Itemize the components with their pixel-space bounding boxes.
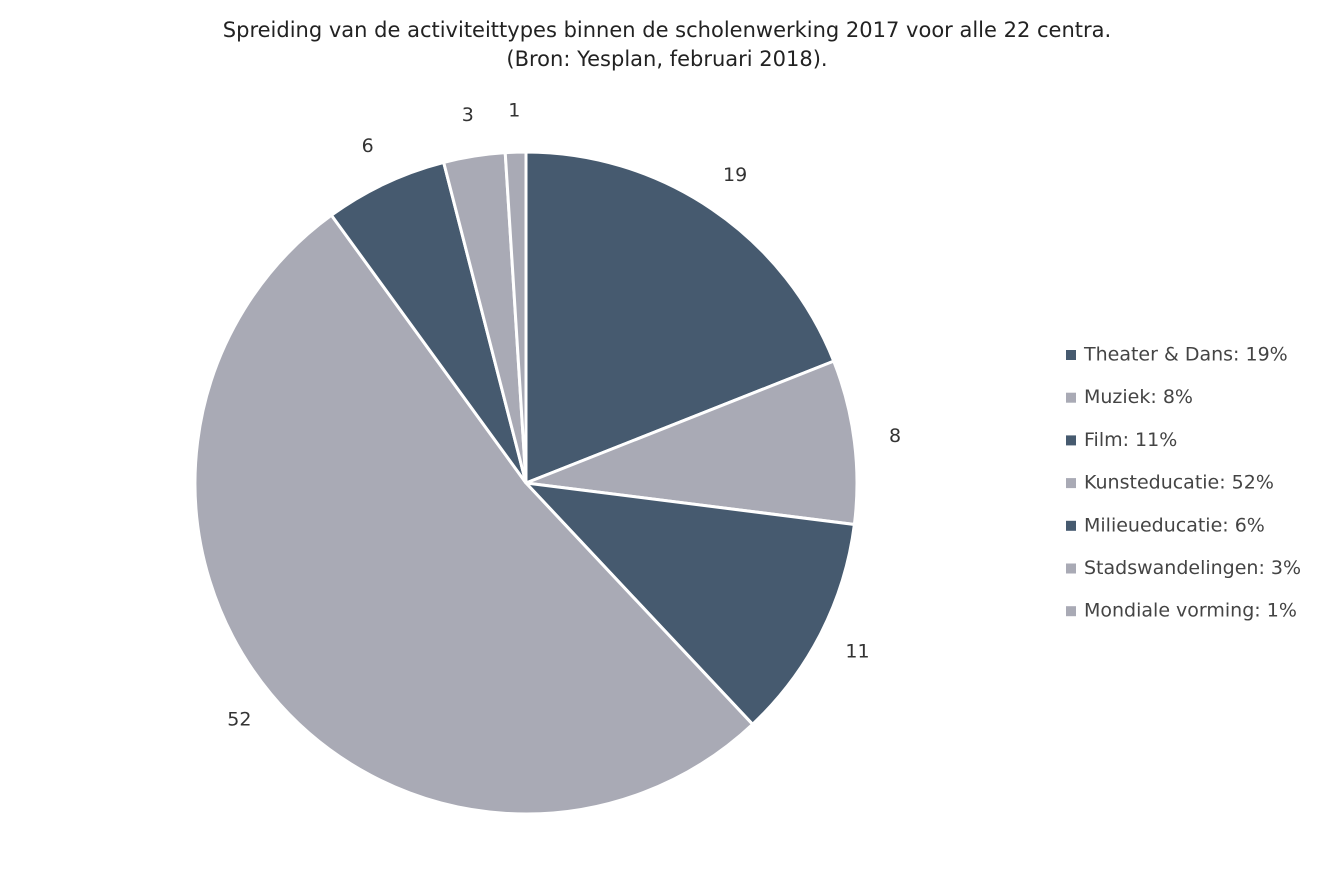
pie-slice — [329, 160, 528, 484]
legend-label: Film: 11% — [1084, 429, 1177, 451]
data-label: 52 — [227, 709, 251, 731]
legend-label: Muziek: 8% — [1084, 386, 1193, 408]
legend-label: Mondiale vorming: 1% — [1084, 600, 1297, 622]
pie-slice — [522, 480, 857, 727]
legend-label: Stadswandelingen: 3% — [1084, 557, 1301, 579]
legend-marker — [1066, 350, 1076, 360]
legend-label: Milieueducatie: 6% — [1084, 514, 1265, 536]
legend-marker — [1066, 392, 1076, 403]
data-label: 8 — [889, 425, 901, 447]
chart-subtitle: (Bron: Yesplan, februari 2018). — [506, 47, 827, 71]
data-label: 19 — [723, 164, 747, 186]
data-label: 6 — [362, 135, 374, 157]
data-label: 3 — [462, 104, 474, 126]
pie-slice — [503, 150, 528, 484]
legend-marker — [1066, 520, 1076, 531]
pie-slice — [524, 150, 836, 486]
pie-slice — [193, 213, 755, 816]
legend-marker — [1066, 563, 1076, 574]
legend-marker — [1066, 478, 1076, 489]
data-label: 1 — [508, 100, 520, 122]
chart-title: Spreiding van de activiteittypes binnen … — [223, 18, 1111, 42]
data-label: 11 — [845, 640, 869, 662]
legend-label: Theater & Dans: 19% — [1083, 344, 1288, 366]
legend-marker — [1066, 435, 1076, 446]
legend-label: Kunsteducatie: 52% — [1084, 472, 1274, 494]
legend-marker — [1066, 606, 1076, 617]
pie-slice — [525, 359, 859, 527]
